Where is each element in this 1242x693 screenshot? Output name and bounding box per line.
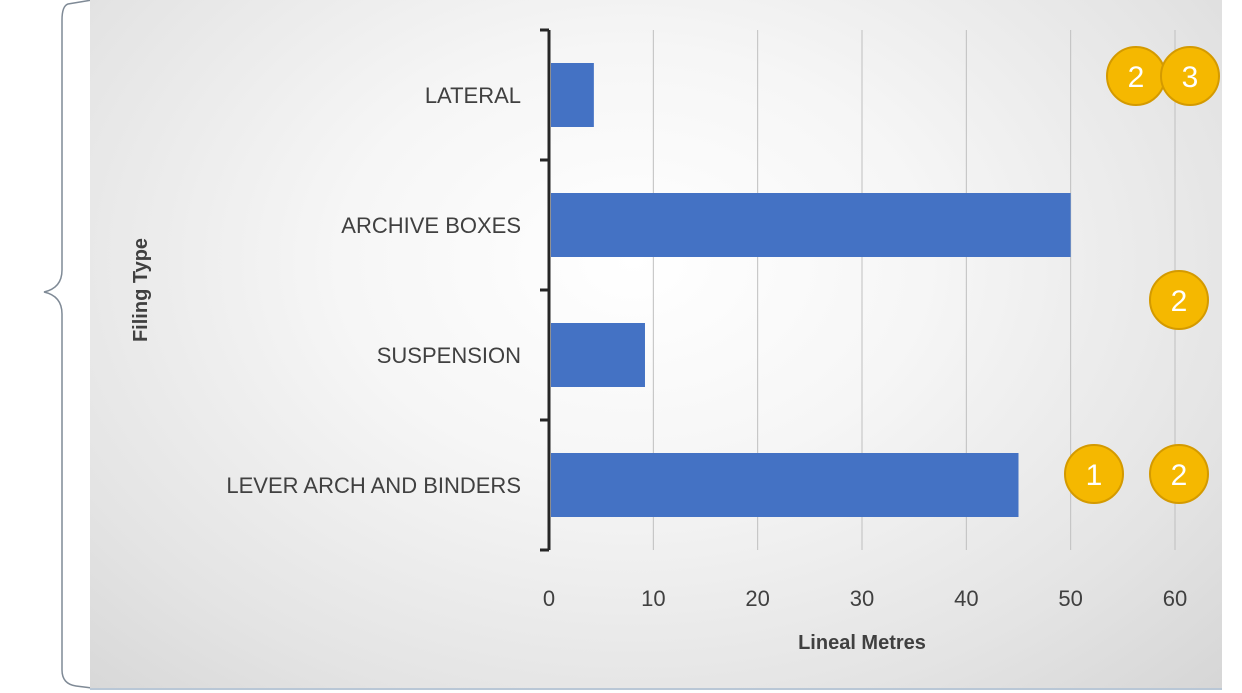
badge: 2: [1150, 445, 1208, 503]
badge-label: 2: [1171, 459, 1188, 492]
badge: 3: [1161, 47, 1219, 105]
badge-label: 3: [1182, 61, 1199, 94]
x-tick-label: 10: [641, 586, 665, 611]
bar-chart: LEVER ARCH AND BINDERS SUSPENSION ARCHIVE …: [90, 0, 1222, 688]
bar-0: [551, 453, 1019, 517]
x-tick-label: 30: [850, 586, 874, 611]
category-label: LATERAL: [425, 83, 521, 108]
category-label: LEVER ARCH AND BINDERS: [226, 473, 521, 498]
x-tick-label: 60: [1163, 586, 1187, 611]
category-label: ARCHIVE BOXES: [341, 213, 521, 238]
badge: 1: [1065, 445, 1123, 503]
left-brace: [0, 0, 100, 693]
annotation-badges: 2 3 2 1 2: [1065, 47, 1219, 503]
badge: 2: [1150, 271, 1208, 329]
x-tick-label: 40: [954, 586, 978, 611]
x-tick-label: 20: [745, 586, 769, 611]
badge-label: 1: [1086, 459, 1103, 492]
badge-label: 2: [1128, 61, 1145, 94]
bar-2: [551, 193, 1071, 257]
bar-3: [551, 63, 594, 127]
bars: [551, 63, 1071, 517]
x-tick-label: 50: [1058, 586, 1082, 611]
badge-label: 2: [1171, 285, 1188, 318]
badge: 2: [1107, 47, 1165, 105]
x-tick-labels: 0 10 20 30 40 50 60: [543, 586, 1187, 611]
category-label: SUSPENSION: [377, 343, 521, 368]
chart-panel: LEVER ARCH AND BINDERS SUSPENSION ARCHIVE …: [90, 0, 1222, 690]
y-axis-title: Filing Type: [130, 238, 152, 342]
category-labels: LEVER ARCH AND BINDERS SUSPENSION ARCHIVE …: [226, 83, 521, 498]
y-axis: [540, 30, 549, 550]
x-axis-title: Lineal Metres: [798, 632, 926, 654]
bar-1: [551, 323, 645, 387]
x-tick-label: 0: [543, 586, 555, 611]
